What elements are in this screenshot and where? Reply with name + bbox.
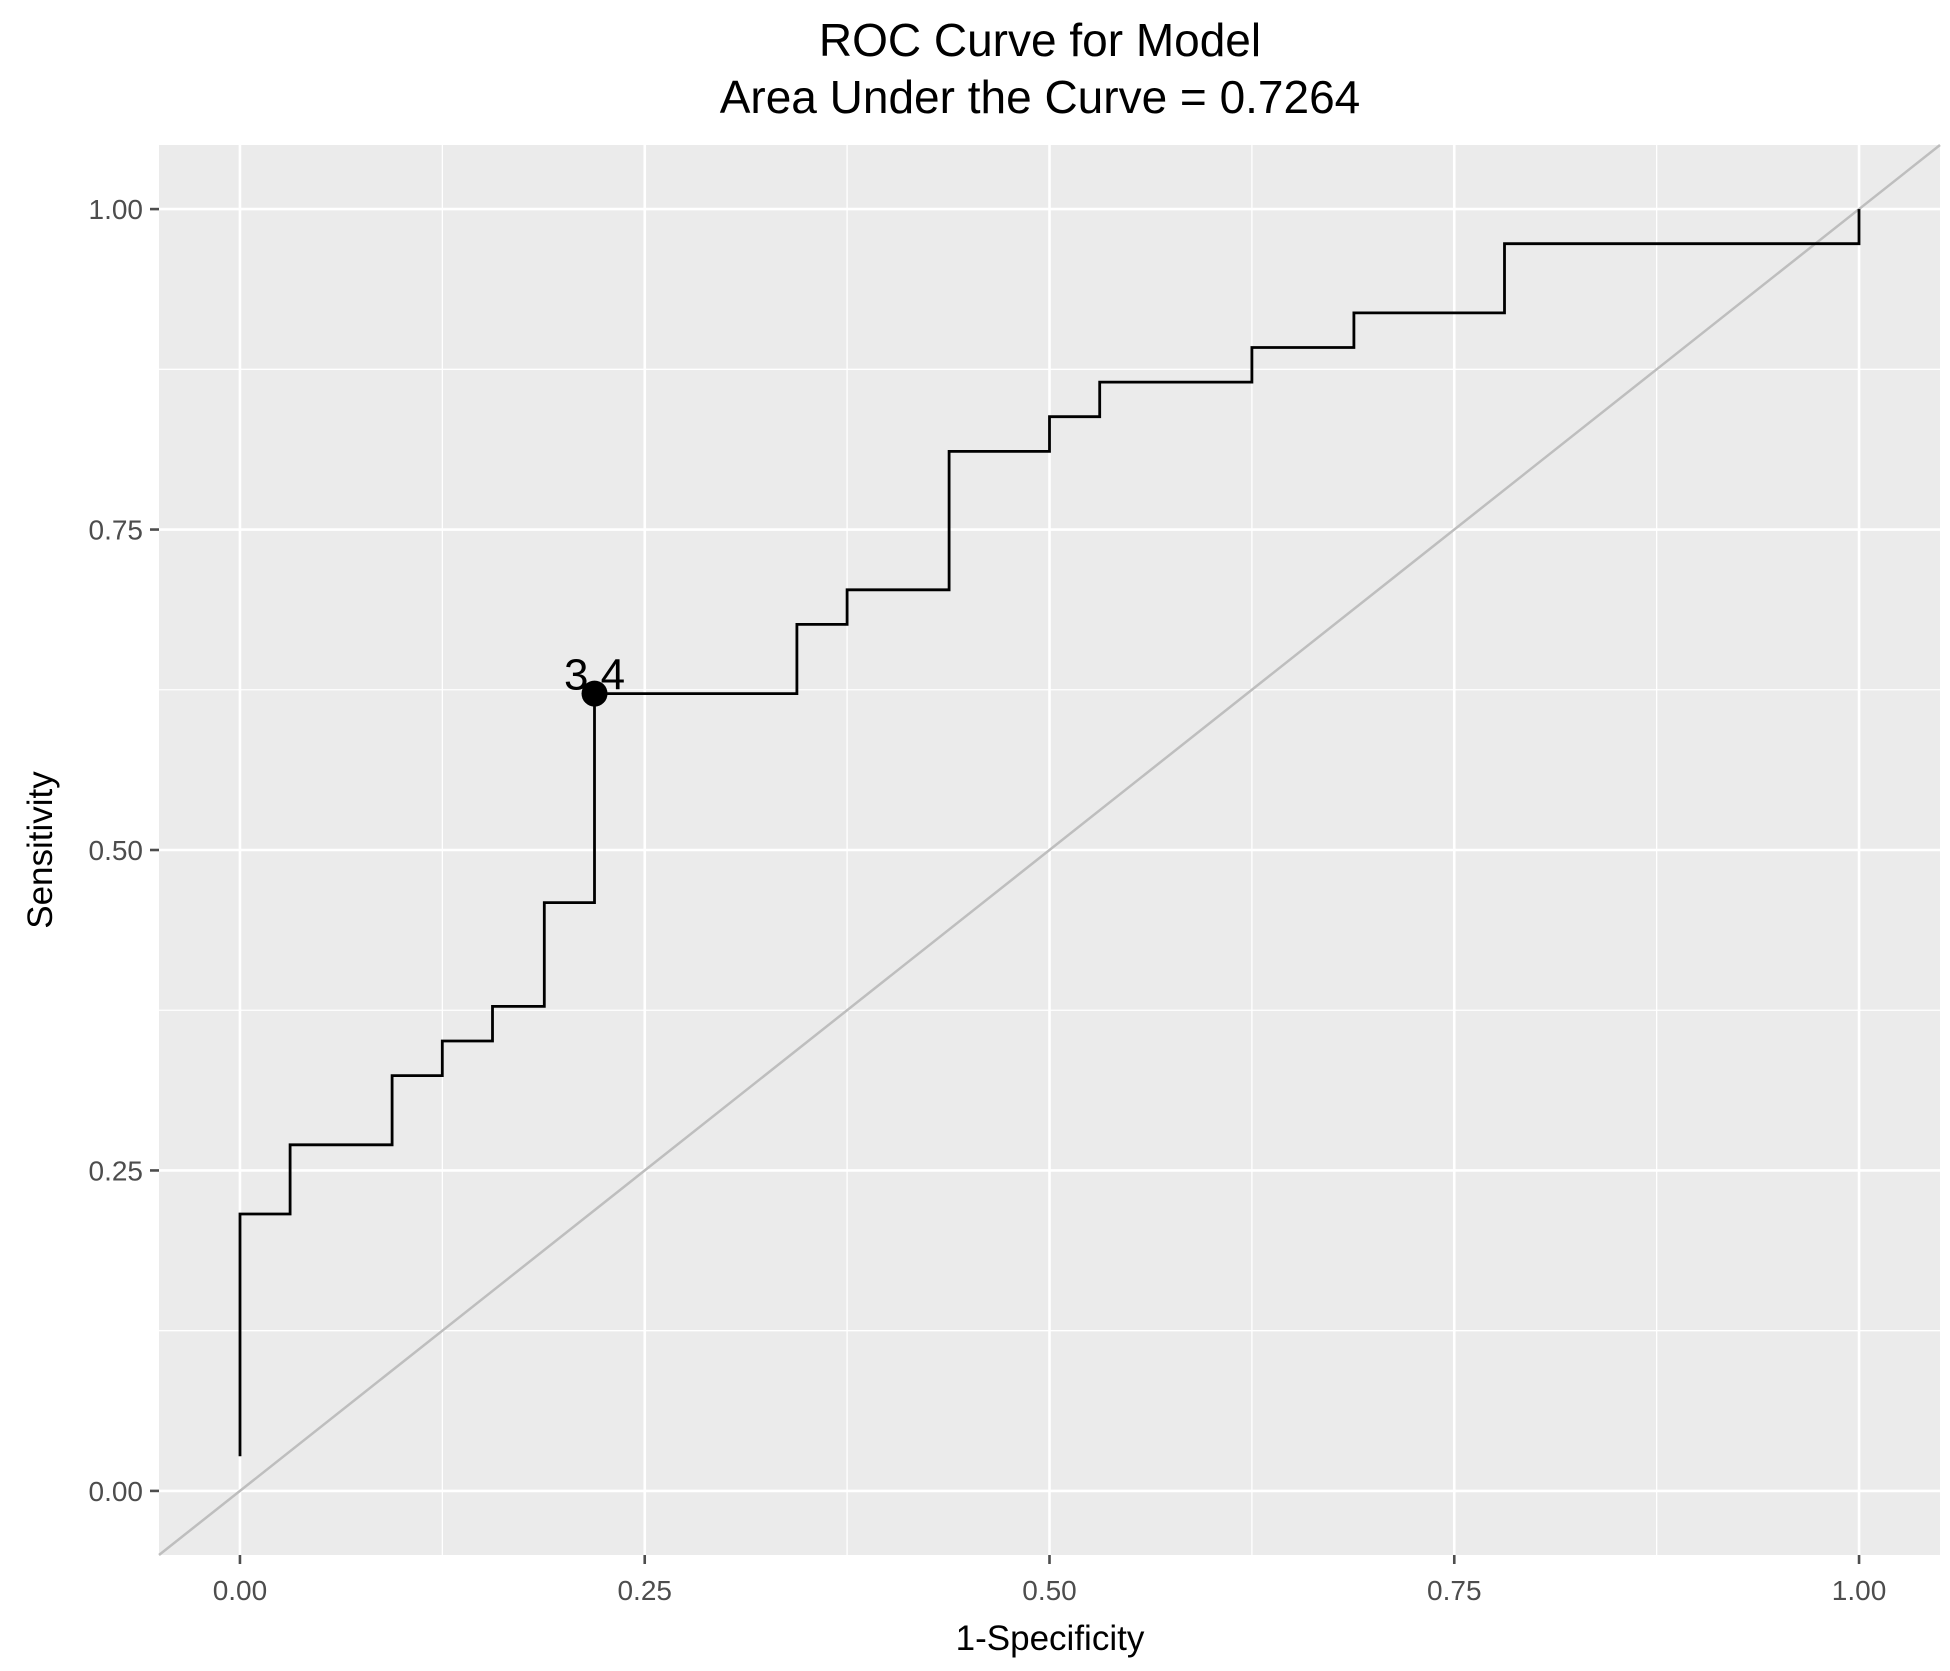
x-tick-label: 1.00 — [1832, 1575, 1887, 1606]
highlight-point — [581, 680, 608, 707]
roc-curve-layer — [238, 209, 1861, 1457]
y-tick-label: 1.00 — [89, 194, 144, 225]
y-tick-label: 0.75 — [89, 515, 144, 546]
y-axis-title: Sensitivity — [21, 771, 60, 929]
roc-curve-line — [238, 209, 1861, 1457]
x-tick-label: 0.75 — [1427, 1575, 1482, 1606]
x-tick-label: 0.25 — [617, 1575, 672, 1606]
highlight-point-layer: 3.4 — [564, 651, 625, 707]
y-axis-ticks: 0.00 0.25 0.50 0.75 1.00 — [89, 194, 159, 1507]
x-axis-title: 1-Specificity — [956, 1619, 1145, 1658]
chart-subtitle: Area Under the Curve = 0.7264 — [720, 71, 1361, 123]
x-tick-label: 0.50 — [1022, 1575, 1077, 1606]
x-axis-ticks: 0.00 0.25 0.50 0.75 1.00 — [213, 1555, 1887, 1606]
y-tick-label: 0.25 — [89, 1155, 144, 1186]
highlight-point-label: 3.4 — [564, 651, 625, 700]
x-tick-label: 0.00 — [213, 1575, 268, 1606]
reference-diagonal-line — [158, 144, 1941, 1556]
chart-title: ROC Curve for Model — [819, 14, 1261, 66]
y-tick-label: 0.00 — [89, 1476, 144, 1507]
reference-line-layer — [158, 144, 1941, 1556]
y-tick-label: 0.50 — [89, 835, 144, 866]
